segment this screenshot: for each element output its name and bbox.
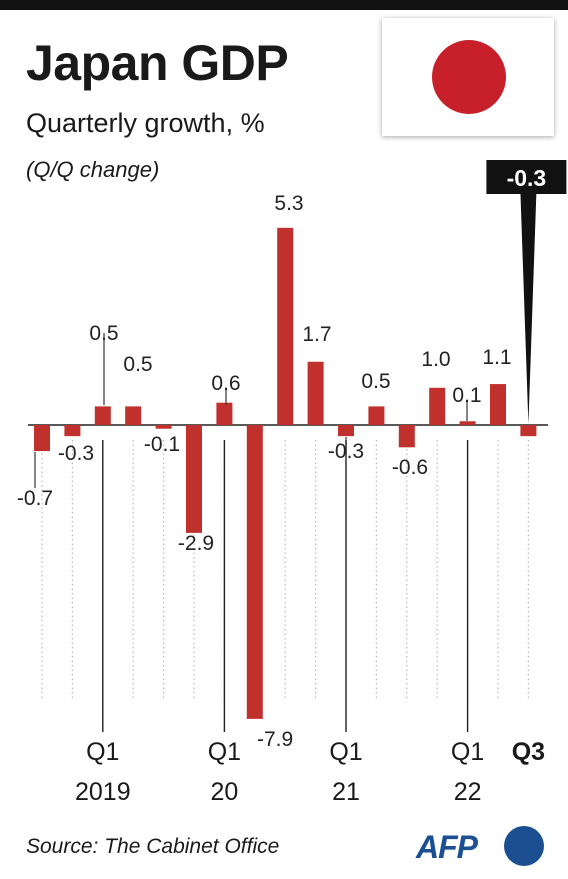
bar xyxy=(34,425,50,452)
data-label: -0.3 xyxy=(58,442,94,465)
x-tick-label: 20 xyxy=(210,778,238,806)
bar xyxy=(277,227,294,425)
x-tick-label: 21 xyxy=(332,778,360,806)
data-label: 5.3 xyxy=(274,192,303,215)
callout-pointer xyxy=(520,192,537,424)
data-label: 0.1 xyxy=(452,384,481,407)
bar xyxy=(490,384,506,425)
x-tick-label: 22 xyxy=(454,778,482,806)
bar xyxy=(307,361,324,425)
callout-label: -0.3 xyxy=(507,165,547,191)
bar xyxy=(429,387,446,425)
chart-title: Japan GDP xyxy=(26,35,289,91)
bar xyxy=(338,425,354,437)
data-label: 0.5 xyxy=(361,370,390,393)
top-rule xyxy=(0,0,568,10)
x-tick-label: Q1 xyxy=(86,738,119,766)
afp-globe-icon xyxy=(504,826,544,866)
data-label: -0.7 xyxy=(17,487,53,510)
x-tick-label: Q1 xyxy=(451,738,484,766)
data-label: 0.6 xyxy=(211,372,240,395)
data-label: -7.9 xyxy=(257,728,293,751)
afp-wordmark: AFP xyxy=(416,829,478,865)
callout-box xyxy=(486,160,567,194)
flag-disc xyxy=(432,40,506,114)
bar xyxy=(125,406,142,425)
data-label: 1.1 xyxy=(482,346,511,369)
data-label: -0.6 xyxy=(392,456,428,479)
x-tick-label: 2019 xyxy=(75,778,131,806)
data-label: 1.0 xyxy=(421,348,450,371)
bar xyxy=(155,425,172,429)
data-label: -2.9 xyxy=(178,532,214,555)
x-tick-label: Q3 xyxy=(512,738,545,766)
bar xyxy=(398,425,415,448)
bar xyxy=(64,425,81,437)
source-note: Source: The Cabinet Office xyxy=(26,835,280,858)
bar xyxy=(368,406,385,425)
chart-note: (Q/Q change) xyxy=(26,157,160,182)
bar xyxy=(520,425,537,437)
data-label: -0.1 xyxy=(144,433,180,456)
chart-subtitle: Quarterly growth, % xyxy=(26,108,265,138)
bar xyxy=(246,425,263,719)
bar xyxy=(459,421,476,425)
japan-flag-icon xyxy=(382,18,554,136)
data-label: 1.7 xyxy=(302,323,331,346)
x-tick-label: Q1 xyxy=(329,738,362,766)
bar xyxy=(216,402,233,425)
x-tick-label: Q1 xyxy=(208,738,241,766)
data-label: 0.5 xyxy=(123,353,152,376)
bar xyxy=(186,425,202,533)
bar xyxy=(94,406,111,425)
